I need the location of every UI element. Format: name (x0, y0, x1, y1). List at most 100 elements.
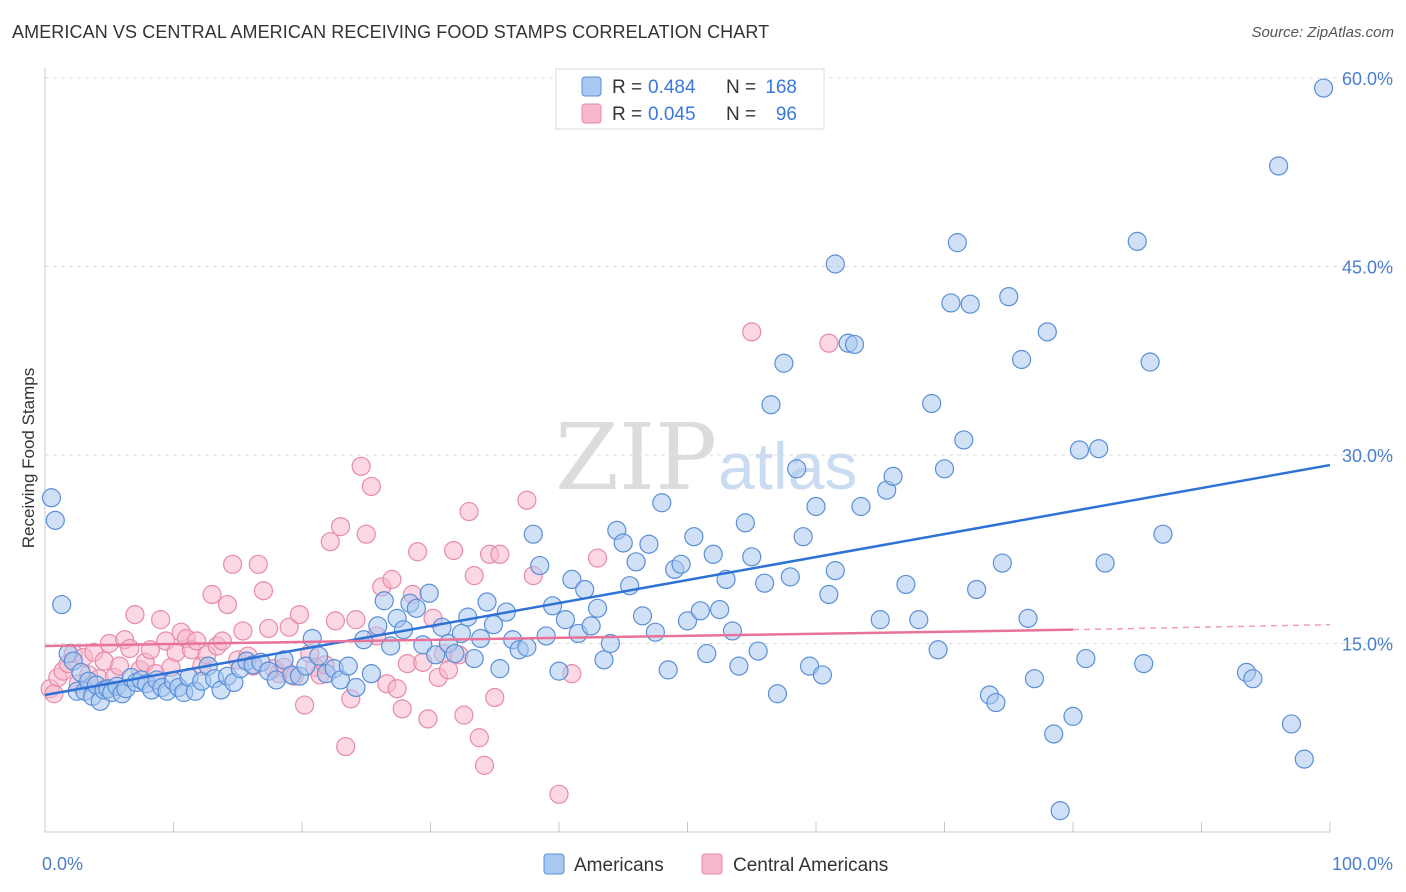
americans-point (645, 622, 665, 642)
americans-point (960, 294, 980, 314)
americans-point (896, 574, 916, 595)
central-americans-point (387, 679, 407, 699)
series-legend: Americans Central Americans (543, 853, 888, 876)
chart-title: AMERICAN VS CENTRAL AMERICAN RECEIVING F… (12, 22, 770, 42)
central-americans-point (485, 687, 505, 708)
americans-point (302, 628, 322, 649)
central-trend-line-extension (1072, 623, 1331, 631)
legend-n-value-central: 96 (776, 104, 797, 125)
americans-point (594, 650, 614, 670)
americans-point (684, 527, 704, 547)
americans-point (999, 287, 1019, 307)
americans-point (426, 645, 446, 665)
central-americans-point (438, 660, 459, 680)
americans-point (432, 617, 452, 637)
americans-point (1153, 524, 1173, 544)
central-legend-swatch (581, 103, 602, 124)
americans-point (967, 579, 987, 600)
americans-point (1243, 669, 1263, 689)
americans-point (754, 573, 775, 593)
legend-n-label-central: N = (726, 104, 756, 125)
americans-point (575, 579, 595, 600)
americans-point (748, 641, 768, 661)
source-note: Source: ZipAtlas.com (1251, 24, 1394, 41)
americans-point (729, 656, 749, 676)
legend-r-value-americans: 0.484 (648, 77, 696, 98)
americans-point (954, 430, 974, 450)
americans-series-swatch (543, 853, 565, 875)
central-americans-point (325, 611, 346, 631)
americans-point (774, 353, 794, 373)
americans-point (1134, 654, 1154, 674)
americans-point (1018, 608, 1038, 628)
americans-point (346, 677, 366, 698)
americans-point (1095, 553, 1115, 573)
americans-point (639, 534, 659, 554)
americans-point (406, 598, 426, 618)
americans-point (767, 684, 788, 704)
americans-point (523, 524, 543, 544)
americans-point (581, 616, 601, 636)
americans-point (1044, 724, 1064, 744)
watermark: ZIP atlas (555, 404, 857, 511)
americans-point (613, 533, 633, 553)
central-americans-point (351, 456, 371, 476)
y-tick-labels: 15.0% 30.0% 45.0% 60.0% (1342, 69, 1393, 655)
americans-point (922, 393, 942, 414)
central-americans-point (109, 656, 130, 676)
americans-point (374, 591, 394, 611)
americans-point (787, 459, 807, 479)
central-americans-point (289, 604, 310, 625)
americans-point (941, 293, 961, 313)
central-americans-point (418, 709, 438, 729)
americans-point (793, 527, 813, 547)
central-americans-point (125, 604, 145, 625)
central-americans-point (279, 617, 299, 637)
americans-point (296, 656, 316, 676)
americans-point (697, 643, 717, 664)
central-americans-point (490, 544, 510, 564)
americans-point (451, 623, 471, 644)
americans-point (587, 598, 608, 618)
americans-point (992, 553, 1012, 573)
central-americans-point (330, 517, 351, 537)
americans-point (1140, 352, 1160, 372)
americans-point (934, 459, 955, 479)
americans-point (1268, 156, 1289, 176)
central-americans-point (151, 610, 171, 630)
central-americans-point (454, 705, 474, 725)
americans-point (671, 554, 691, 574)
americans-point (742, 547, 762, 567)
americans-point (1011, 349, 1032, 370)
central-americans-point (464, 566, 484, 586)
americans-series-label: Americans (574, 855, 664, 876)
americans-point (549, 661, 569, 681)
americans-point (477, 592, 497, 612)
americans-point (1037, 322, 1057, 342)
central-americans-point (459, 501, 479, 522)
americans-point (338, 656, 358, 676)
central-americans-point (392, 699, 412, 719)
central-series-swatch (701, 853, 723, 875)
y-tick-label: 45.0% (1342, 258, 1393, 278)
americans-point (947, 233, 967, 253)
central-americans-point (382, 569, 402, 590)
americans-point (1294, 749, 1314, 769)
x-ticks (173, 822, 1331, 832)
central-americans-point (120, 638, 140, 659)
americans-point (1069, 440, 1090, 460)
americans-point (1050, 801, 1070, 821)
americans-point (722, 621, 743, 641)
americans-point (1127, 231, 1147, 251)
central-series-label: Central Americans (733, 855, 888, 876)
americans-point (844, 334, 865, 355)
central-americans-point (320, 532, 340, 552)
central-americans-point (217, 594, 238, 615)
americans-legend-swatch (581, 76, 602, 97)
americans-point (851, 496, 871, 517)
central-americans-point (469, 728, 489, 748)
central-americans-point (819, 333, 839, 353)
americans-point (445, 643, 465, 664)
americans-point (825, 254, 845, 274)
